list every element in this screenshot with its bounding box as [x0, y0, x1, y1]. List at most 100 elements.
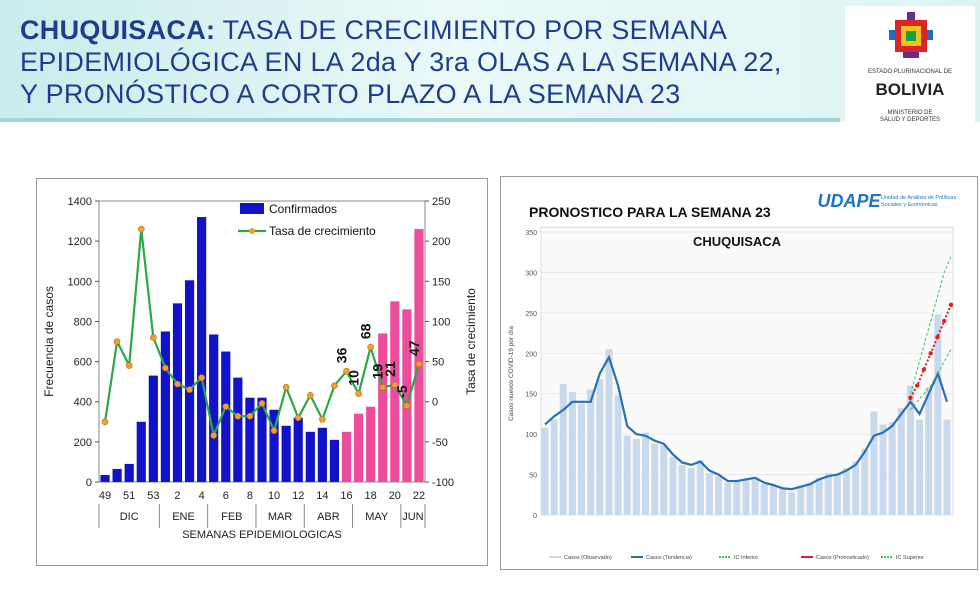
observed-bar: [705, 472, 713, 515]
confirmados-bar: [197, 217, 207, 483]
confirmados-bar: [148, 375, 158, 482]
observed-bar: [906, 385, 914, 515]
month-label: ENE: [172, 511, 195, 523]
forecast-point: [915, 383, 920, 388]
forecast-legend-label: IC Superior: [896, 555, 924, 561]
observed-bar: [550, 419, 558, 515]
observed-bar: [943, 419, 951, 515]
page-title: CHUQUISACA: TASA DE CRECIMIENTO POR SEMA…: [20, 14, 840, 110]
y2-tick-label: 0: [432, 397, 438, 409]
tasa-point: [246, 412, 254, 420]
logo-ministry-line-1: MINISTERIO DE: [887, 110, 933, 116]
tasa-point: [331, 382, 338, 389]
tasa-point: [113, 338, 121, 345]
logo-country: BOLIVIA: [875, 80, 945, 99]
tasa-point: [282, 383, 290, 391]
confirmados-bar: [305, 431, 315, 482]
month-label: JUN: [402, 511, 423, 523]
week-tick-label: 53: [147, 490, 159, 502]
x-axis-label: SEMANAS EPIDEMIOLOGICAS: [182, 529, 342, 541]
tasa-point: [198, 374, 205, 381]
tasa-point: [125, 362, 133, 369]
tasa-point: [234, 412, 242, 420]
y-tick-label: 600: [74, 357, 92, 369]
observed-bar: [605, 349, 613, 515]
confirmados-bar: [257, 397, 267, 482]
forecast-point: [948, 302, 954, 307]
observed-bar: [596, 379, 604, 515]
y-tick-label: 400: [74, 397, 92, 409]
y-tick-label: 0: [86, 477, 92, 489]
tasa-point: [391, 381, 399, 389]
observed-bar: [888, 422, 896, 515]
observed-bar: [797, 485, 805, 515]
forecast-point: [908, 395, 913, 400]
observed-bar: [833, 474, 841, 515]
confirmados-bar: [402, 309, 412, 482]
observed-bar: [715, 476, 723, 515]
confirmados-bar: [281, 425, 291, 482]
confirmados-bar: [390, 301, 400, 482]
forecast-y-tick-label: 150: [525, 392, 537, 399]
y-axis-label: Frecuencia de casos: [42, 286, 56, 397]
growth-rate-chart-panel: 0 200 400 600 800 1000 1200 1400 -100 -50 0 50 100 15…: [36, 178, 488, 566]
y2-tick-label: -50: [432, 437, 448, 449]
confirmados-bar: [341, 431, 352, 482]
forecast-legend-label: Casos (Observado): [564, 555, 612, 561]
ic-upper-line: [909, 256, 952, 394]
tasa-point: [294, 414, 302, 422]
confirmados-bar: [136, 421, 146, 482]
confirmados-bar: [233, 377, 243, 482]
week-tick-label: 18: [365, 490, 377, 502]
title-line-1: TASA DE CRECIMIENTO POR SEMANA: [215, 15, 728, 45]
confirmados-bar: [172, 303, 183, 482]
confirmados-bar: [245, 397, 255, 482]
y2-tick-label: 250: [432, 196, 450, 208]
observed-bar: [861, 448, 869, 515]
month-label: ABR: [317, 511, 340, 523]
y-tick-label: 1400: [68, 196, 92, 208]
legend-line-label: Tasa de crecimiento: [269, 224, 376, 238]
tasa-point: [258, 400, 266, 407]
tasa-point: [186, 386, 193, 393]
forecast-point: [935, 334, 940, 340]
legend-bars-label: Confirmados: [269, 202, 337, 216]
observed-bar: [824, 472, 832, 515]
forecast-subtitle: CHUQUISACA: [693, 234, 782, 249]
forecast-chart-panel: PRONOSTICO PARA LA SEMANA 23 UDAPE Unidad …: [500, 176, 978, 570]
title-line-3: Y PRONÓSTICO A CORTO PLAZO A LA SEMANA 2…: [20, 79, 681, 109]
udape-text-2: Sociales y Económicas: [881, 202, 938, 208]
week-tick-label: 12: [292, 490, 304, 502]
forecast-chart: PRONOSTICO PARA LA SEMANA 23 UDAPE Unidad …: [508, 185, 956, 561]
y2-tick-label: -100: [432, 477, 454, 489]
month-label: FEB: [221, 511, 242, 523]
observed-bar: [559, 384, 567, 515]
legend-line-marker: [249, 228, 255, 234]
udape-logo-box: [821, 185, 877, 213]
observed-bar: [687, 468, 695, 515]
confirmados-bar: [184, 280, 195, 482]
trend-line: [544, 354, 949, 491]
legend-bars-swatch: [240, 203, 264, 214]
tasa-point: [355, 390, 362, 397]
confirmados-bar: [221, 351, 231, 482]
confirmados-bar: [317, 427, 327, 482]
forecast-y-axis-label: Casos nuevos COVID-19 por día: [508, 326, 515, 421]
tasa-point: [210, 432, 218, 439]
observed-bar: [541, 427, 549, 515]
tasa-data-label: 21: [382, 361, 398, 377]
udape-logo: UDAPE: [817, 191, 881, 211]
forecast-point: [921, 367, 927, 372]
observed-bar: [614, 395, 622, 515]
tasa-data-label: -5: [394, 385, 410, 398]
tasa-point: [270, 427, 278, 434]
y-tick-label: 800: [74, 316, 92, 328]
y-tick-label: 1000: [68, 276, 92, 288]
y2-axis-label: Tasa de crecimiento: [464, 288, 478, 395]
observed-bar: [632, 438, 640, 515]
forecast-y-tick-label: 300: [525, 270, 537, 277]
confirmados-bar: [354, 413, 364, 482]
y2-tick-label: 100: [432, 316, 450, 328]
observed-bar: [779, 487, 787, 515]
growth-rate-chart: 0 200 400 600 800 1000 1200 1400 -100 -50 0 50 100 15…: [42, 196, 478, 541]
